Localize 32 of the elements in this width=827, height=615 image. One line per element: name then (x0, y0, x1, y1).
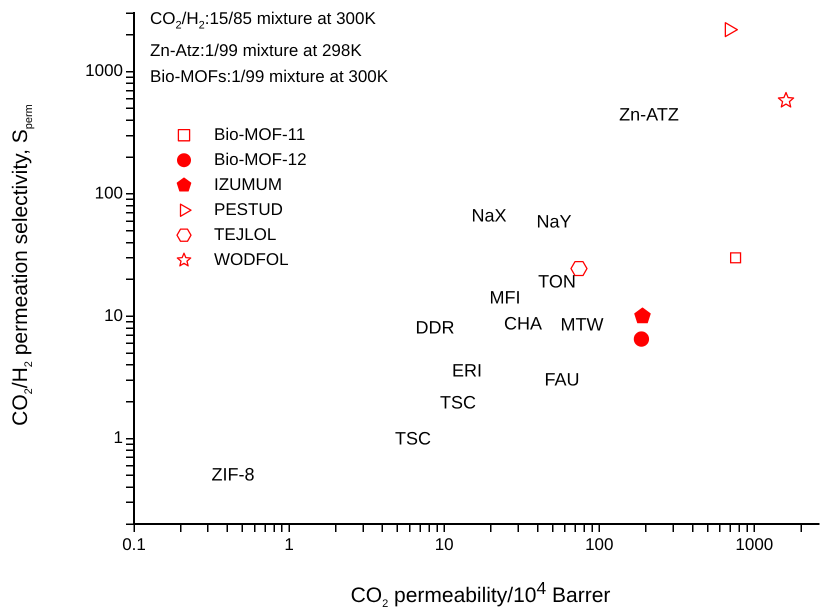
annotation: ERI (452, 360, 482, 382)
annotation: CO$_{2}$/H$_{2}$:15/85 mixture at 300K (150, 8, 377, 34)
x-tick-label: 100 (585, 534, 614, 554)
annotation: MFI (490, 288, 520, 308)
y-tick-label: 100 (94, 184, 123, 203)
legend-label: Bio-MOF-11 (214, 124, 306, 144)
annotation: TON (538, 272, 576, 292)
legend-label: PESTUD (214, 200, 283, 219)
annotation: Bio-MOFs:1/99 mixture at 300K (150, 66, 388, 88)
y-tick-label: 1 (114, 428, 123, 448)
annotation: Zn-Atz:1/99 mixture at 298K (150, 40, 363, 62)
x-tick-label: 0.1 (122, 534, 146, 554)
legend-label: WODFOL (214, 250, 289, 269)
x-tick-label: 10 (434, 534, 454, 554)
x-axis-title: CO$_{2}$ permeability/10$^{4}$ Barrer (350, 578, 612, 610)
annotation: DDR (416, 318, 454, 338)
y-tick-label: 10 (104, 306, 123, 325)
legend-label: TEJLOL (214, 224, 276, 244)
x-tick-label: 1 (284, 534, 294, 554)
x-tick-label: 1000 (735, 534, 774, 554)
annotation: NaX (471, 206, 507, 226)
legend-label: Bio-MOF-12 (214, 150, 307, 169)
annotation: TSC (440, 392, 476, 414)
annotation: TSC (395, 428, 431, 450)
annotation: MTW (560, 314, 604, 336)
annotation: ZIF-8 (212, 464, 254, 486)
y-tick-label: 1000 (85, 61, 123, 80)
annotation: NaY (536, 212, 572, 232)
annotation: CHA (504, 314, 542, 334)
legend-label: IZUMUM (214, 174, 282, 194)
annotation: Zn-ATZ (619, 104, 679, 126)
annotation: FAU (544, 370, 580, 390)
